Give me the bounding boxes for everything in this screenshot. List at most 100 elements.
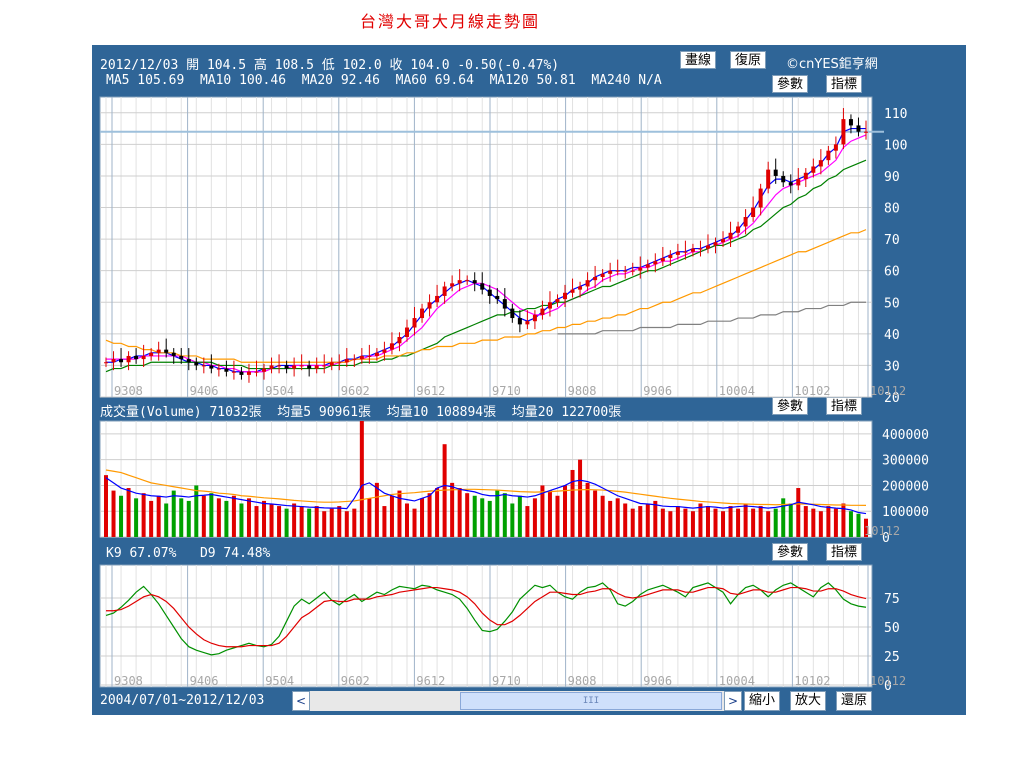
chart-frame: 2012/12/03 開 104.5 高 108.5 低 102.0 收 104…: [92, 45, 966, 715]
high-label: 高: [253, 58, 267, 73]
volume-bar: [555, 495, 560, 537]
volume-bar: [435, 488, 440, 537]
scrollbar[interactable]: < III >: [292, 691, 742, 711]
candle-body: [826, 150, 831, 161]
volume-bar: [367, 498, 372, 537]
candle-body: [209, 365, 214, 369]
close-value: 104.0: [410, 58, 450, 73]
volume-bar: [690, 511, 695, 537]
volume-bar: [450, 482, 455, 537]
volume-avg20-line: [105, 469, 867, 506]
zoom-in-button[interactable]: 放大: [790, 691, 827, 711]
candle-body: [510, 308, 515, 319]
candle-body: [495, 295, 500, 300]
candle-body: [149, 352, 154, 356]
candle-body: [397, 337, 402, 344]
volume-bar: [322, 511, 327, 537]
kd-x-tick: 9406: [190, 674, 219, 688]
candle-body: [660, 258, 665, 262]
candle-body: [487, 289, 492, 296]
ma5-label: MA5 105.69: [106, 73, 185, 88]
draw-line-button[interactable]: 畫線: [680, 51, 717, 69]
volume-bar: [796, 488, 801, 537]
price-x-tick: 9906: [643, 384, 672, 398]
volume-bar: [660, 508, 665, 537]
open-value: 104.5: [206, 58, 247, 73]
price-x-tick: 9612: [416, 384, 445, 398]
candle-body: [141, 355, 146, 360]
candle-body: [231, 371, 236, 373]
volume-avg5-line: [105, 477, 867, 515]
open-label: 開: [186, 58, 200, 73]
volume-bar: [141, 493, 146, 537]
candle-body: [555, 299, 560, 303]
kd-bg: [99, 564, 873, 688]
candle-body: [645, 264, 650, 268]
volume-bar: [329, 508, 334, 537]
volume-bar: [337, 506, 342, 537]
volume-bar: [788, 503, 793, 537]
avg10-label: 均量10 108894張: [386, 405, 497, 420]
candle-body: [284, 365, 289, 369]
volume-bar: [517, 495, 522, 537]
volume-params-button[interactable]: 參數: [772, 397, 809, 415]
candle-body: [179, 355, 184, 360]
volume-bar: [487, 500, 492, 537]
candle-body: [104, 362, 108, 364]
price-x-tick: 10102: [794, 384, 830, 398]
volume-bar: [743, 503, 748, 537]
kd-indicator-button[interactable]: 指標: [826, 543, 863, 561]
volume-bar: [705, 506, 710, 537]
brand-label[interactable]: ©cnYES鉅亨網: [786, 57, 878, 72]
volume-bar: [608, 500, 613, 537]
ma20-label: MA20 92.46: [301, 73, 380, 88]
price-params-button[interactable]: 參數: [772, 75, 809, 93]
price-y-tick: 80: [884, 202, 900, 217]
scroll-right-arrow[interactable]: >: [724, 691, 742, 711]
candle-body: [623, 270, 628, 272]
candle-body: [472, 280, 477, 284]
zoom-out-button[interactable]: 縮小: [744, 691, 781, 711]
candle-body: [156, 349, 161, 353]
candle-body: [668, 254, 673, 259]
ma120-label: MA120 50.81: [489, 73, 576, 88]
candle-body: [540, 308, 545, 315]
scroll-left-arrow[interactable]: <: [292, 691, 310, 711]
price-indicator-button[interactable]: 指標: [826, 75, 863, 93]
candle-body: [570, 289, 575, 293]
price-y-tick: 100: [884, 138, 907, 153]
candle-body: [457, 280, 462, 284]
restore-button[interactable]: 還原: [836, 691, 873, 711]
volume-bar: [262, 500, 267, 537]
candle-body: [171, 352, 176, 356]
candle-body: [766, 169, 771, 189]
volume-bar: [736, 508, 741, 537]
volume-bar: [698, 503, 703, 537]
reset-button[interactable]: 復原: [730, 51, 767, 69]
kd-x-tick: 9612: [416, 674, 445, 688]
scroll-thumb[interactable]: III: [460, 692, 722, 710]
volume-bar: [277, 506, 282, 537]
price-y-tick: 60: [884, 265, 900, 280]
volume-bar: [231, 495, 236, 537]
page-title: 台灣大哥大月線走勢圖: [359, 12, 540, 31]
volume-bar: [412, 508, 417, 537]
kd-params-button[interactable]: 參數: [772, 543, 809, 561]
volume-y-tick: 0: [882, 531, 890, 546]
kd-y-tick: 0: [884, 679, 892, 694]
candle-body: [525, 321, 530, 325]
volume-y-tick: 200000: [882, 479, 929, 494]
price-y-tick: 40: [884, 328, 900, 343]
volume-bar: [841, 503, 846, 537]
date-range: 2004/07/01~2012/12/03: [100, 693, 265, 708]
charts-svg: 110 100 90 80 70 60 50 40 30 20 9308 9406 9504 9602 96…: [99, 96, 929, 694]
kd-x-tick: 10004: [719, 674, 755, 688]
price-y-tick: 20: [884, 391, 900, 406]
candle-body: [796, 179, 801, 186]
volume-bar: [570, 469, 575, 537]
volume-x-tick: 10112: [864, 524, 900, 538]
candle-body: [427, 302, 432, 309]
volume-bar: [495, 490, 500, 537]
high-value: 108.5: [274, 58, 314, 73]
candle-body: [389, 343, 394, 350]
